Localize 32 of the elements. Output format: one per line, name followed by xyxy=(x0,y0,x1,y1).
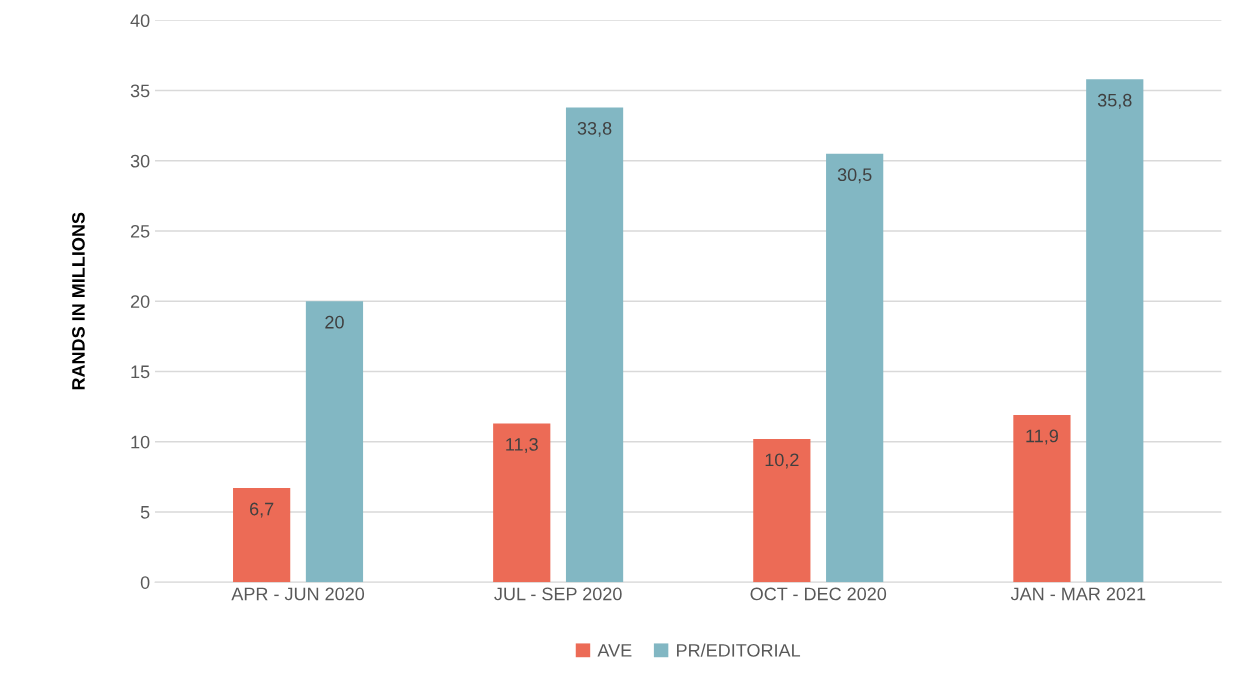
y-tick-label: 5 xyxy=(140,506,150,519)
y-tick-label: 30 xyxy=(130,154,150,168)
data-label: 30,5 xyxy=(837,168,872,184)
x-tick-label: JUL - SEP 2020 xyxy=(494,587,622,601)
data-label: 35,8 xyxy=(1097,93,1132,109)
x-tick-label: OCT - DEC 2020 xyxy=(750,587,887,601)
data-label: 10,2 xyxy=(765,453,799,469)
y-tick-label: 40 xyxy=(130,14,150,28)
y-tick-label: 20 xyxy=(130,295,150,308)
bar xyxy=(1086,79,1144,583)
bar xyxy=(565,107,624,583)
bar xyxy=(305,301,364,583)
data-label: 11,9 xyxy=(1026,429,1058,445)
bar xyxy=(826,153,884,583)
y-tick-label: 0 xyxy=(140,576,150,589)
y-tick-label: 15 xyxy=(131,365,150,379)
data-label: 20 xyxy=(325,315,344,329)
legend-label: PR/EDITORIAL xyxy=(677,643,801,657)
bar xyxy=(1013,415,1071,583)
bar xyxy=(753,438,811,583)
x-tick-label: JAN - MAR 2021 xyxy=(1010,587,1146,601)
data-label: 6,7 xyxy=(250,502,274,518)
data-label: 33,8 xyxy=(577,121,612,137)
x-tick-label: APR - JUN 2020 xyxy=(231,587,365,601)
y-tick-label: 10 xyxy=(131,435,150,449)
y-axis-title: RANDS IN MILLIONS xyxy=(72,212,85,390)
bar xyxy=(493,423,551,583)
y-tick-label: 35 xyxy=(130,84,150,98)
legend-label: AVE xyxy=(597,644,632,657)
bar xyxy=(233,488,291,583)
data-label: 11,3 xyxy=(506,438,538,453)
y-tick-label: 25 xyxy=(130,224,150,238)
